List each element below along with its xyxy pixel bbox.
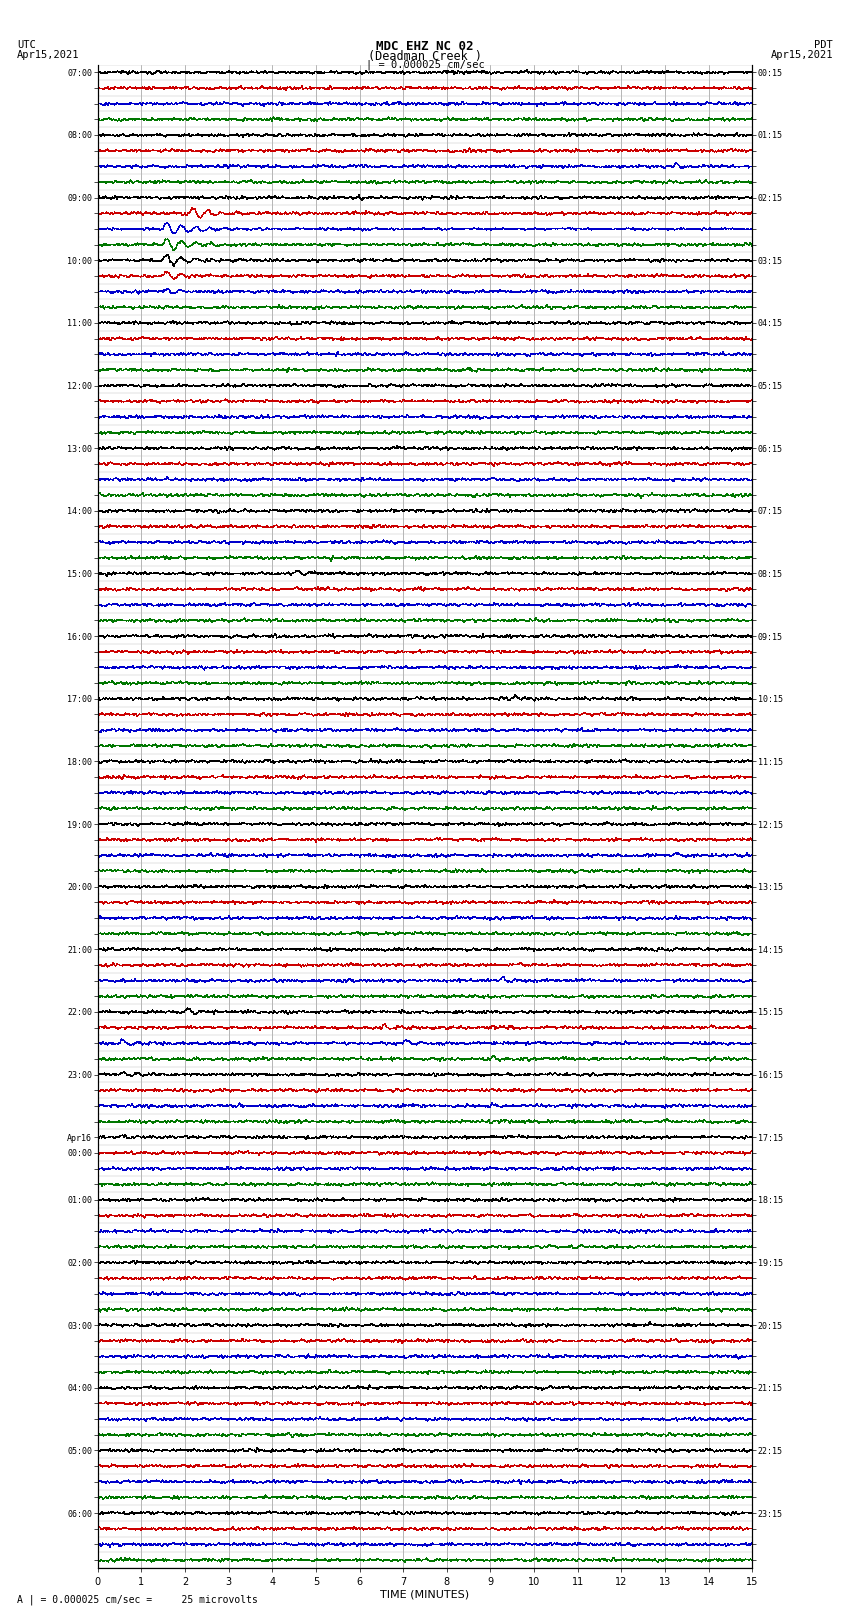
X-axis label: TIME (MINUTES): TIME (MINUTES) [381, 1590, 469, 1600]
Text: (Deadman Creek ): (Deadman Creek ) [368, 50, 482, 63]
Text: A | = 0.000025 cm/sec =     25 microvolts: A | = 0.000025 cm/sec = 25 microvolts [17, 1594, 258, 1605]
Text: Apr15,2021: Apr15,2021 [770, 50, 833, 60]
Text: MDC EHZ NC 02: MDC EHZ NC 02 [377, 40, 473, 53]
Text: UTC: UTC [17, 40, 36, 50]
Text: | = 0.000025 cm/sec: | = 0.000025 cm/sec [366, 60, 484, 71]
Text: Apr15,2021: Apr15,2021 [17, 50, 80, 60]
Text: PDT: PDT [814, 40, 833, 50]
